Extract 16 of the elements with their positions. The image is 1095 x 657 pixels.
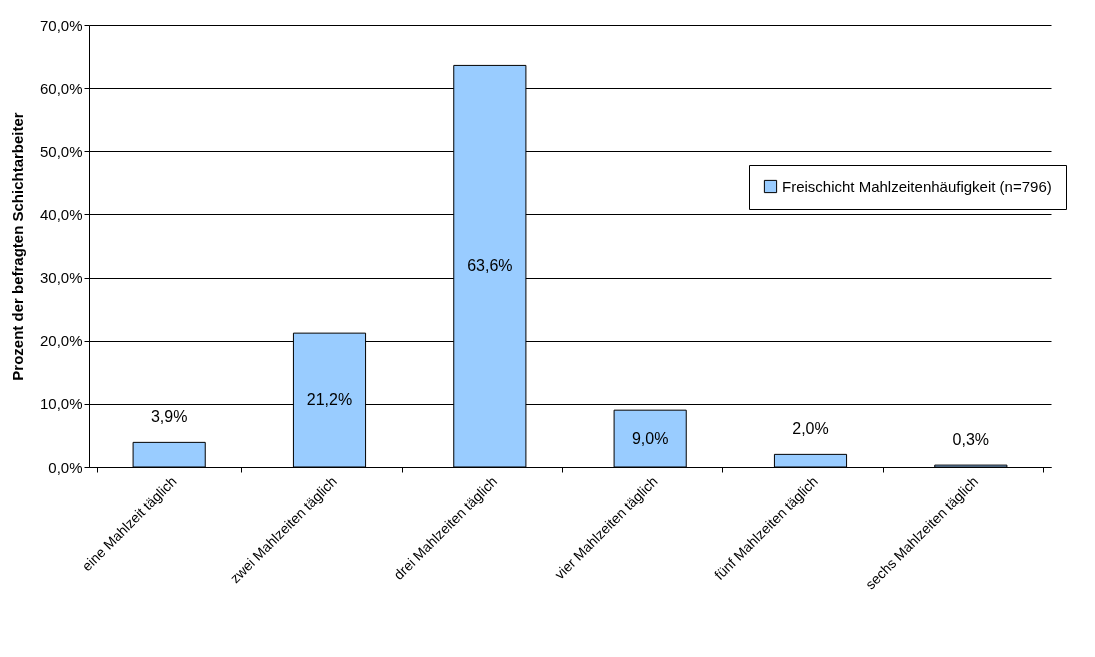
data-label: 3,9% [150,408,188,426]
data-label: 63,6% [467,257,513,275]
y-tick-label: 10,0% [39,395,83,413]
y-tick-label: 50,0% [39,142,83,160]
data-label: 2,0% [792,420,829,438]
legend-label: Freischicht Mahlzeitenhäufigkeit (n=796) [782,177,1052,195]
data-label: 0,3% [952,430,990,448]
y-tick-label: 70,0% [39,16,83,34]
y-tick-label: 20,0% [39,332,83,350]
y-tick-label: 0,0% [48,458,83,476]
data-label: 9,0% [631,429,669,447]
y-tick-label: 60,0% [39,79,83,97]
data-label: 21,2% [306,391,353,409]
y-tick-label: 30,0% [39,269,83,287]
y-tick-label: 40,0% [39,205,83,223]
y-axis-title: Prozent der befragten Schichtarbeiter [8,112,26,381]
